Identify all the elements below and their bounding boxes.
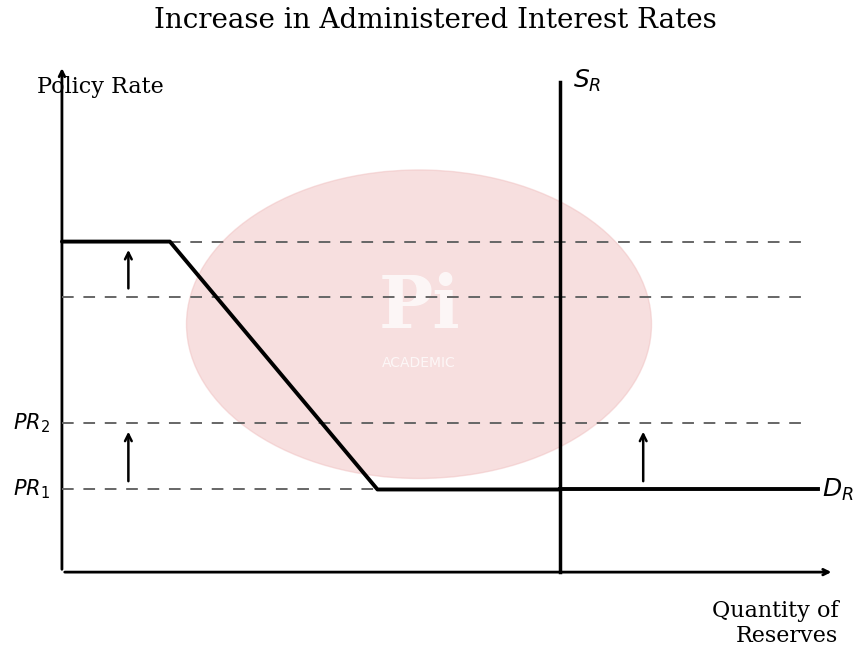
Text: Policy Rate: Policy Rate xyxy=(37,77,164,98)
Circle shape xyxy=(186,170,651,479)
Text: $S_R$: $S_R$ xyxy=(572,68,601,94)
Text: ACADEMIC: ACADEMIC xyxy=(382,356,456,370)
Text: Quantity of
Reserves: Quantity of Reserves xyxy=(712,600,838,647)
Text: Pi: Pi xyxy=(378,272,460,343)
Text: $PR_2$: $PR_2$ xyxy=(12,411,49,435)
Title: Increase in Administered Interest Rates: Increase in Administered Interest Rates xyxy=(154,7,717,34)
Text: $D_R$: $D_R$ xyxy=(822,476,854,502)
Text: $PR_1$: $PR_1$ xyxy=(12,477,49,501)
